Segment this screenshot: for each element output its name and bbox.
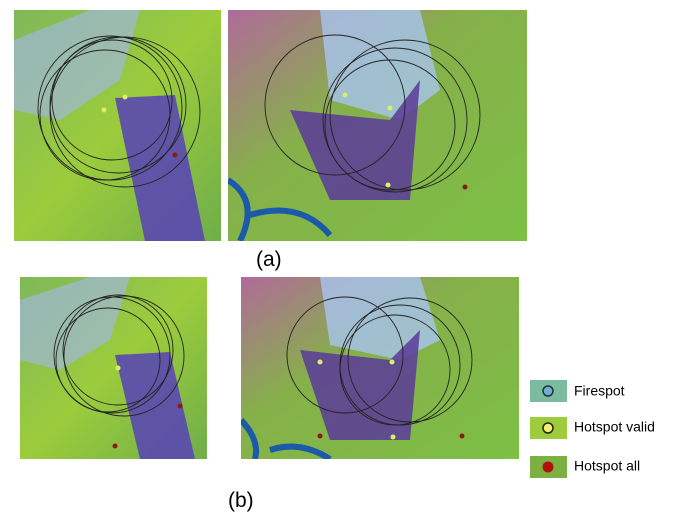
satellite-image (14, 10, 221, 241)
satellite-image (228, 10, 527, 241)
legend: Firespot Hotspot valid Hotspot all (530, 380, 655, 478)
satellite-image (20, 277, 207, 459)
panel-label: (a) (256, 248, 282, 271)
panel-label: (b) (228, 489, 254, 512)
legend-label: Hotspot valid (574, 419, 655, 435)
legend-label: Hotspot all (574, 458, 640, 474)
satellite-image (241, 277, 519, 459)
figure: (a) (b) Firespot Hotspot valid Hotspot a… (0, 0, 689, 517)
legend-label: Firespot (574, 383, 625, 399)
